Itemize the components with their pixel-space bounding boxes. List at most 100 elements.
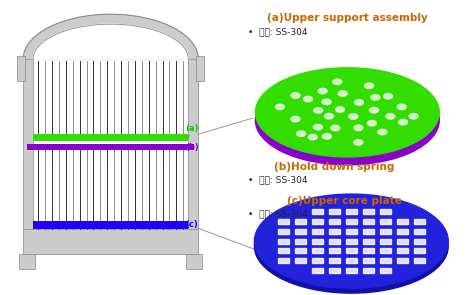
Bar: [363, 209, 374, 214]
Bar: [312, 248, 323, 253]
Bar: [329, 219, 340, 224]
Bar: [363, 229, 374, 234]
Ellipse shape: [254, 194, 448, 288]
Bar: [346, 239, 357, 244]
Bar: [27, 144, 35, 150]
Bar: [414, 219, 425, 224]
Bar: [414, 258, 425, 263]
Bar: [295, 229, 306, 234]
Ellipse shape: [397, 104, 406, 109]
Text: (a): (a): [185, 124, 199, 137]
Bar: [278, 219, 289, 224]
Ellipse shape: [399, 119, 408, 125]
Ellipse shape: [331, 125, 340, 131]
Ellipse shape: [367, 120, 376, 126]
Bar: [380, 239, 391, 244]
Bar: [295, 248, 306, 253]
Bar: [380, 268, 391, 273]
Ellipse shape: [386, 114, 395, 119]
Bar: [17, 56, 25, 81]
Bar: [23, 59, 33, 229]
Ellipse shape: [308, 135, 317, 140]
Bar: [278, 248, 289, 253]
Bar: [186, 254, 202, 269]
Bar: [19, 254, 35, 269]
Bar: [312, 239, 323, 244]
Bar: [312, 209, 323, 214]
Bar: [312, 268, 323, 273]
Text: (b)Hold down spring: (b)Hold down spring: [274, 162, 394, 172]
Bar: [186, 144, 194, 150]
Bar: [414, 248, 425, 253]
Bar: [397, 248, 408, 253]
Bar: [346, 268, 357, 273]
Bar: [329, 258, 340, 263]
Ellipse shape: [322, 99, 331, 105]
Ellipse shape: [256, 68, 439, 157]
Bar: [295, 219, 306, 224]
Bar: [380, 248, 391, 253]
Bar: [363, 219, 374, 224]
Ellipse shape: [322, 134, 331, 139]
Ellipse shape: [354, 125, 363, 131]
Bar: [346, 258, 357, 263]
Bar: [329, 248, 340, 253]
Bar: [33, 144, 188, 150]
Bar: [295, 239, 306, 244]
Text: (c): (c): [185, 220, 198, 229]
Bar: [278, 239, 289, 244]
Bar: [312, 219, 323, 224]
Bar: [33, 221, 188, 229]
Bar: [397, 239, 408, 244]
Bar: [346, 219, 357, 224]
Ellipse shape: [371, 95, 380, 100]
Ellipse shape: [355, 100, 363, 105]
Ellipse shape: [303, 96, 312, 102]
Bar: [312, 229, 323, 234]
Ellipse shape: [291, 93, 300, 98]
Bar: [397, 219, 408, 224]
Text: •  재질: SS-304: • 재질: SS-304: [248, 176, 307, 185]
Bar: [346, 209, 357, 214]
Bar: [414, 229, 425, 234]
Bar: [188, 59, 198, 229]
Bar: [278, 229, 289, 234]
Ellipse shape: [333, 79, 342, 84]
Ellipse shape: [275, 104, 284, 110]
Bar: [380, 219, 391, 224]
Ellipse shape: [370, 107, 378, 113]
Polygon shape: [33, 24, 188, 59]
Bar: [196, 56, 204, 81]
Ellipse shape: [256, 76, 439, 165]
Ellipse shape: [313, 124, 322, 130]
Bar: [23, 229, 198, 254]
Bar: [278, 258, 289, 263]
Text: (c)Upper core plate: (c)Upper core plate: [287, 196, 402, 206]
Text: (a)Upper support assembly: (a)Upper support assembly: [267, 13, 428, 23]
Ellipse shape: [349, 114, 358, 119]
Ellipse shape: [325, 114, 333, 119]
Bar: [363, 268, 374, 273]
Ellipse shape: [365, 83, 374, 88]
Text: (b): (b): [185, 143, 199, 153]
Bar: [397, 229, 408, 234]
Ellipse shape: [318, 88, 327, 94]
Bar: [329, 239, 340, 244]
Ellipse shape: [354, 140, 363, 145]
Bar: [380, 209, 391, 214]
Bar: [380, 258, 391, 263]
Bar: [33, 59, 188, 229]
Bar: [329, 209, 340, 214]
Text: •  재질: SS-304: • 재질: SS-304: [248, 27, 307, 36]
Bar: [363, 239, 374, 244]
Ellipse shape: [409, 114, 418, 119]
Bar: [329, 268, 340, 273]
Bar: [346, 248, 357, 253]
Bar: [363, 258, 374, 263]
Ellipse shape: [378, 129, 387, 135]
Ellipse shape: [335, 107, 344, 112]
Ellipse shape: [254, 199, 448, 293]
Ellipse shape: [291, 117, 300, 122]
Bar: [414, 239, 425, 244]
Bar: [346, 229, 357, 234]
